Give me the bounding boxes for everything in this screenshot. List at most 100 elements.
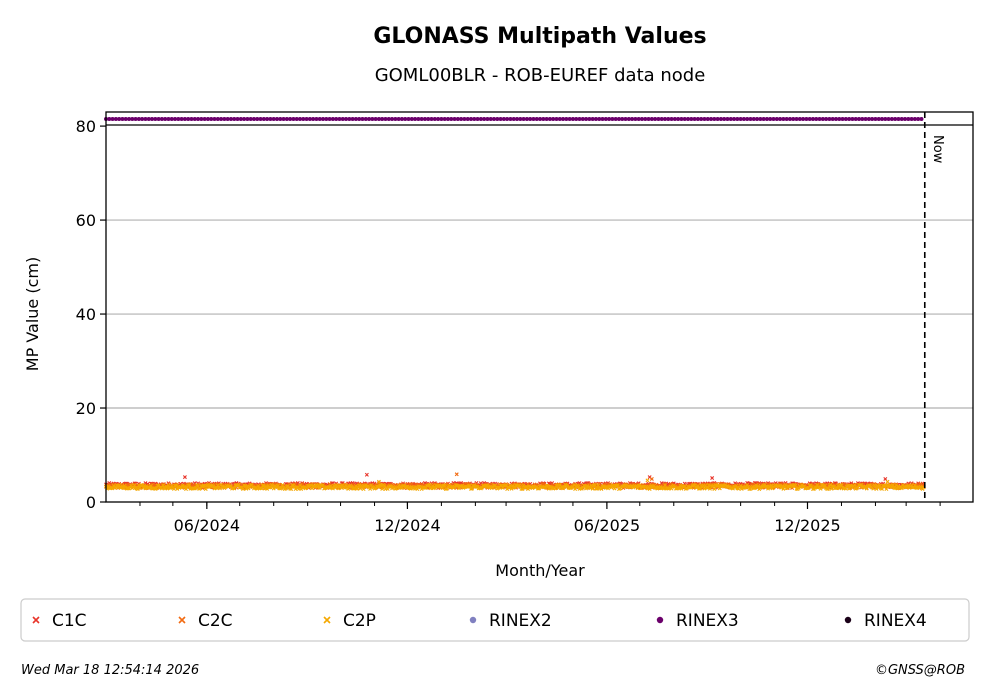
- point-c2p: [769, 483, 774, 488]
- point-c2p: [702, 486, 707, 491]
- point-rinex3: [376, 117, 381, 122]
- point-c2p: [118, 485, 123, 490]
- point-c2p: [584, 486, 589, 491]
- point-c2p: [663, 483, 667, 488]
- point-c2p: [339, 485, 344, 490]
- point-rinex3: [755, 117, 760, 122]
- x-axis-label: Month/Year: [495, 561, 585, 580]
- point-c2p: [241, 486, 245, 491]
- point-rinex3: [850, 117, 855, 122]
- y-axis: 0 20 40 60 80: [76, 117, 106, 512]
- point-rinex3: [847, 117, 852, 122]
- x-tick-label: 06/2024: [174, 516, 240, 535]
- point-rinex3: [722, 117, 727, 122]
- point-rinex3: [468, 117, 473, 122]
- point-c2p: [818, 486, 823, 491]
- point-rinex3: [692, 117, 697, 122]
- y-axis-label: MP Value (cm): [23, 257, 42, 371]
- point-rinex3: [107, 117, 112, 122]
- point-c2p: [600, 484, 605, 489]
- point-rinex3: [567, 117, 572, 122]
- point-rinex3: [547, 117, 552, 122]
- point-rinex3: [590, 117, 595, 122]
- point-c2p: [426, 483, 431, 488]
- point-rinex3: [771, 117, 776, 122]
- point-c2p: [111, 483, 116, 488]
- point-c2p: [876, 485, 881, 490]
- point-c2p: [378, 483, 383, 488]
- point-rinex3: [291, 117, 296, 122]
- point-rinex3: [883, 117, 888, 122]
- point-c2p: [333, 485, 338, 490]
- now-label: Now: [930, 135, 945, 164]
- legend-marker-c2c: [178, 616, 186, 624]
- point-c2p: [637, 483, 642, 488]
- point-rinex3: [524, 117, 529, 122]
- legend-marker-rinex4: [844, 616, 852, 624]
- point-c1c: [182, 475, 187, 480]
- point-c2c: [649, 476, 654, 481]
- point-rinex3: [314, 117, 319, 122]
- point-rinex3: [301, 117, 306, 122]
- point-c2p: [289, 487, 294, 492]
- point-rinex3: [311, 117, 316, 122]
- point-rinex3: [751, 117, 756, 122]
- point-rinex3: [475, 117, 480, 122]
- point-c2p: [264, 484, 269, 489]
- legend-label-c1c: C1C: [52, 611, 87, 631]
- point-rinex3: [735, 117, 740, 122]
- point-rinex3: [587, 117, 592, 122]
- point-rinex3: [725, 117, 730, 122]
- point-rinex3: [166, 117, 171, 122]
- point-c2p: [442, 483, 447, 488]
- point-c2p: [530, 486, 535, 491]
- point-c2p: [361, 487, 366, 491]
- point-rinex3: [274, 117, 279, 122]
- point-c2p: [793, 483, 798, 488]
- point-c2p: [852, 482, 857, 487]
- x-tick-label: 12/2024: [374, 516, 440, 535]
- point-c2p: [823, 483, 828, 488]
- point-c2p: [344, 483, 349, 488]
- point-rinex3: [347, 117, 352, 122]
- point-rinex3: [176, 117, 181, 122]
- point-c2p: [346, 486, 351, 491]
- point-c2p: [696, 486, 701, 491]
- point-rinex3: [521, 117, 526, 122]
- point-c2p: [376, 479, 381, 484]
- point-rinex3: [659, 117, 664, 122]
- point-rinex3: [215, 117, 220, 122]
- point-rinex3: [889, 117, 894, 122]
- point-c2p: [745, 482, 750, 487]
- point-rinex3: [396, 117, 401, 122]
- legend-label-rinex3: RINEX3: [676, 611, 739, 631]
- point-c2p: [839, 483, 844, 488]
- point-c2p: [174, 483, 179, 488]
- point-rinex3: [843, 117, 848, 122]
- point-rinex3: [689, 117, 694, 122]
- point-rinex3: [676, 117, 681, 122]
- point-rinex3: [219, 117, 224, 122]
- point-rinex3: [748, 117, 753, 122]
- point-c2p: [766, 486, 771, 491]
- point-rinex3: [741, 117, 746, 122]
- point-c2p: [509, 486, 514, 491]
- point-rinex3: [409, 117, 414, 122]
- x-tick-label: 12/2025: [774, 516, 840, 535]
- point-rinex3: [340, 117, 345, 122]
- chart-subtitle: GOML00BLR - ROB-EUREF data node: [375, 65, 706, 86]
- point-c2c: [454, 472, 459, 477]
- point-rinex3: [169, 117, 174, 122]
- point-c2p: [404, 484, 409, 489]
- point-rinex3: [133, 117, 138, 122]
- point-c2p: [684, 486, 689, 491]
- point-c2p: [301, 485, 306, 490]
- point-rinex3: [130, 117, 135, 122]
- point-rinex3: [488, 117, 493, 122]
- point-rinex3: [462, 117, 467, 122]
- point-rinex3: [367, 117, 372, 122]
- point-c2p: [175, 486, 180, 491]
- point-rinex3: [251, 117, 256, 122]
- point-rinex3: [199, 117, 204, 122]
- point-rinex3: [607, 117, 612, 122]
